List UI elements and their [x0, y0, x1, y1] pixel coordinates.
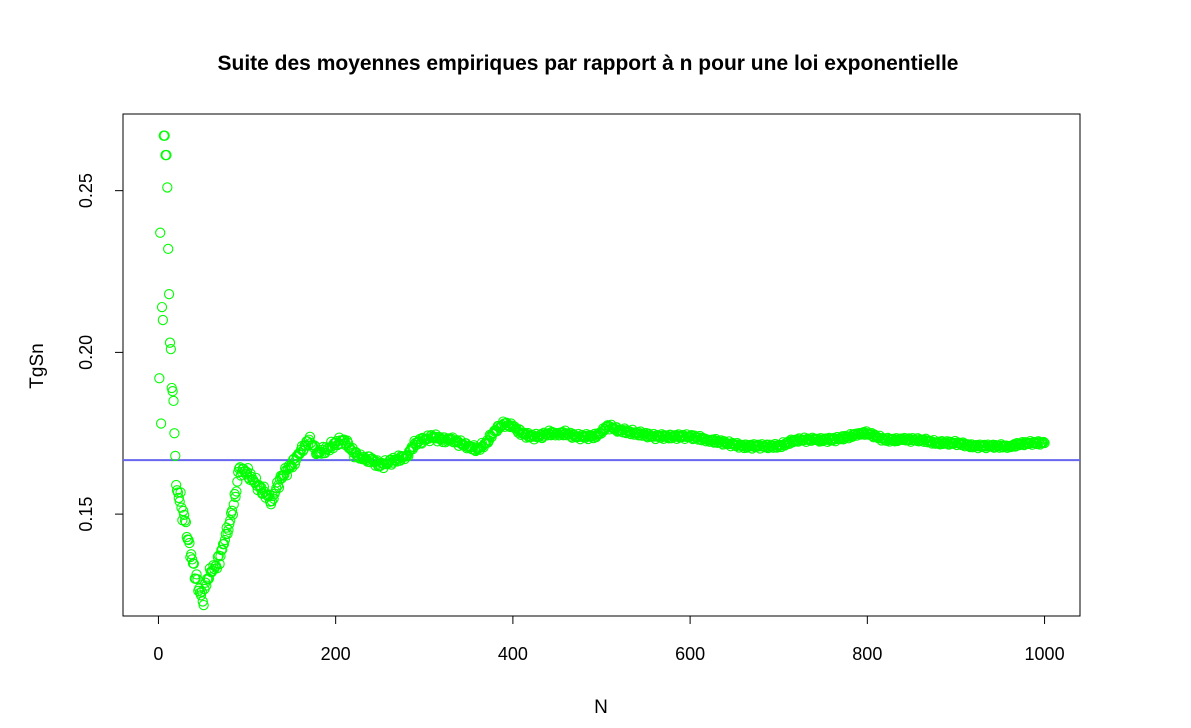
chart-title: Suite des moyennes empiriques par rappor… [218, 52, 959, 75]
y-tick-label: 0.20 [76, 335, 96, 370]
y-axis-label: TgSn [27, 343, 48, 388]
data-point [162, 182, 173, 193]
x-axis: 0 200 400 600 800 1000 [153, 615, 1065, 664]
data-point [483, 435, 495, 446]
data-point [218, 538, 230, 549]
data-point [171, 479, 182, 491]
data-point [1039, 437, 1050, 449]
data-point [159, 130, 170, 141]
data-point [157, 314, 169, 326]
data-point [537, 431, 549, 442]
data-point [231, 486, 242, 497]
data-point [197, 596, 208, 607]
y-tick-label: 0.15 [76, 497, 96, 532]
data-point [163, 243, 174, 255]
data-point [175, 487, 186, 498]
data-point [165, 344, 176, 355]
data-point [194, 583, 205, 594]
data-point [1034, 439, 1046, 450]
x-tick-label: 1000 [1025, 644, 1065, 664]
data-point [191, 569, 202, 580]
data-point [482, 437, 494, 448]
data-points [154, 130, 1050, 611]
data-point [195, 590, 207, 601]
data-point [155, 418, 167, 429]
data-point [154, 373, 165, 384]
data-point [180, 517, 192, 528]
x-tick-label: 800 [852, 644, 882, 664]
data-point [1038, 436, 1049, 448]
data-point [156, 301, 168, 313]
data-point [226, 505, 238, 516]
data-point [163, 289, 175, 300]
data-point [169, 428, 180, 439]
data-point [214, 558, 225, 570]
data-point [266, 496, 278, 507]
x-tick-label: 600 [675, 644, 705, 664]
data-point [186, 554, 198, 565]
data-point [184, 537, 195, 549]
data-point [227, 509, 239, 520]
data-point [769, 440, 780, 451]
data-point [217, 544, 228, 555]
data-point [179, 515, 191, 526]
y-tick-label: 0.25 [76, 173, 96, 208]
data-point [215, 551, 226, 562]
data-point [289, 459, 301, 470]
plot-frame [122, 113, 1081, 617]
x-tick-label: 400 [498, 644, 528, 664]
data-point [387, 457, 398, 468]
data-point [268, 493, 279, 504]
data-point [225, 515, 236, 526]
data-point [155, 227, 166, 238]
data-point [242, 463, 254, 474]
data-point [170, 450, 181, 462]
data-point [173, 492, 184, 504]
data-point [178, 509, 190, 521]
data-point [222, 528, 233, 539]
data-point [161, 149, 172, 161]
data-point [168, 395, 179, 407]
data-point [250, 472, 262, 483]
data-point [445, 434, 457, 445]
data-point [228, 499, 239, 510]
data-point [178, 505, 189, 517]
data-point [219, 534, 231, 546]
data-point [230, 491, 241, 503]
data-point [198, 599, 209, 611]
data-point [223, 524, 234, 536]
data-point [281, 470, 293, 481]
data-point [297, 445, 309, 457]
data-point [201, 580, 212, 591]
data-point [167, 386, 178, 397]
data-point [188, 558, 200, 569]
x-tick-label: 0 [153, 644, 163, 664]
y-axis: 0.15 0.20 0.25 [76, 173, 124, 532]
data-point [164, 337, 176, 348]
x-axis-label: N [594, 697, 608, 718]
x-tick-label: 200 [321, 644, 351, 664]
